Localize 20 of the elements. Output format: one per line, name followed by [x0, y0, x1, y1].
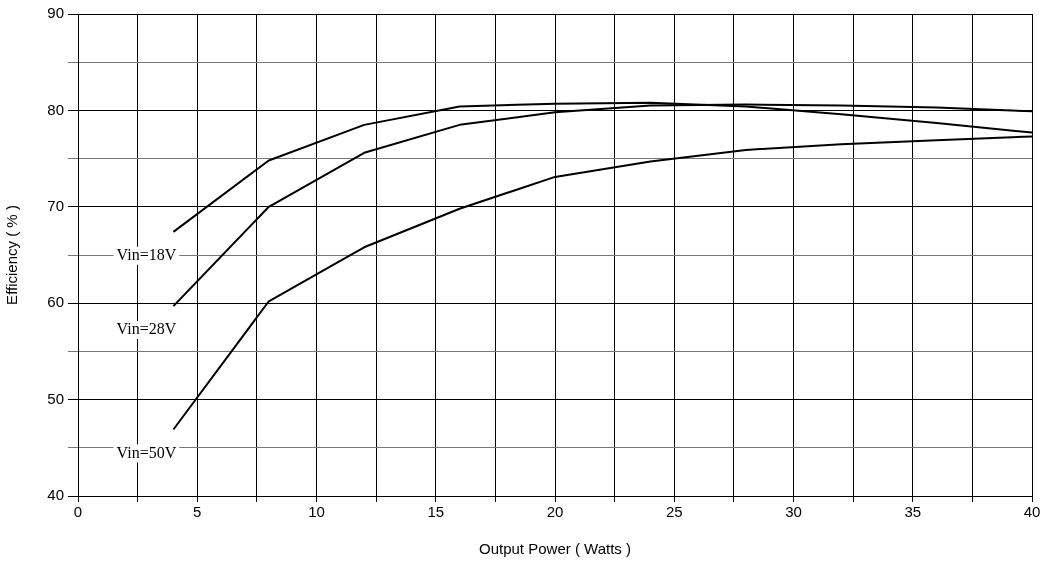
- y-tick-label: 90: [47, 4, 64, 22]
- y-axis-title: Efficiency ( % ): [3, 205, 21, 305]
- y-tick-label: 80: [47, 100, 64, 118]
- x-tick-label: 30: [785, 503, 802, 521]
- x-tick-label: 35: [904, 503, 922, 521]
- y-tick-label: 40: [47, 486, 64, 504]
- y-tick-label: 70: [47, 196, 64, 214]
- series-label: Vin=18V: [116, 246, 177, 264]
- x-tick-label: 5: [193, 503, 202, 521]
- series-label: Vin=28V: [116, 320, 177, 338]
- series-label: Vin=50V: [116, 443, 177, 461]
- x-axis-title: Output Power ( Watts ): [479, 540, 631, 558]
- y-tick-label: 50: [47, 389, 64, 407]
- x-tick-label: 15: [427, 503, 445, 521]
- y-tick-label: 60: [47, 293, 64, 311]
- x-tick-label: 40: [1023, 503, 1041, 521]
- x-tick-label: 10: [308, 503, 325, 521]
- x-tick-label: 20: [546, 503, 564, 521]
- x-tick-label: 25: [665, 503, 683, 521]
- x-tick-label: 0: [73, 503, 83, 521]
